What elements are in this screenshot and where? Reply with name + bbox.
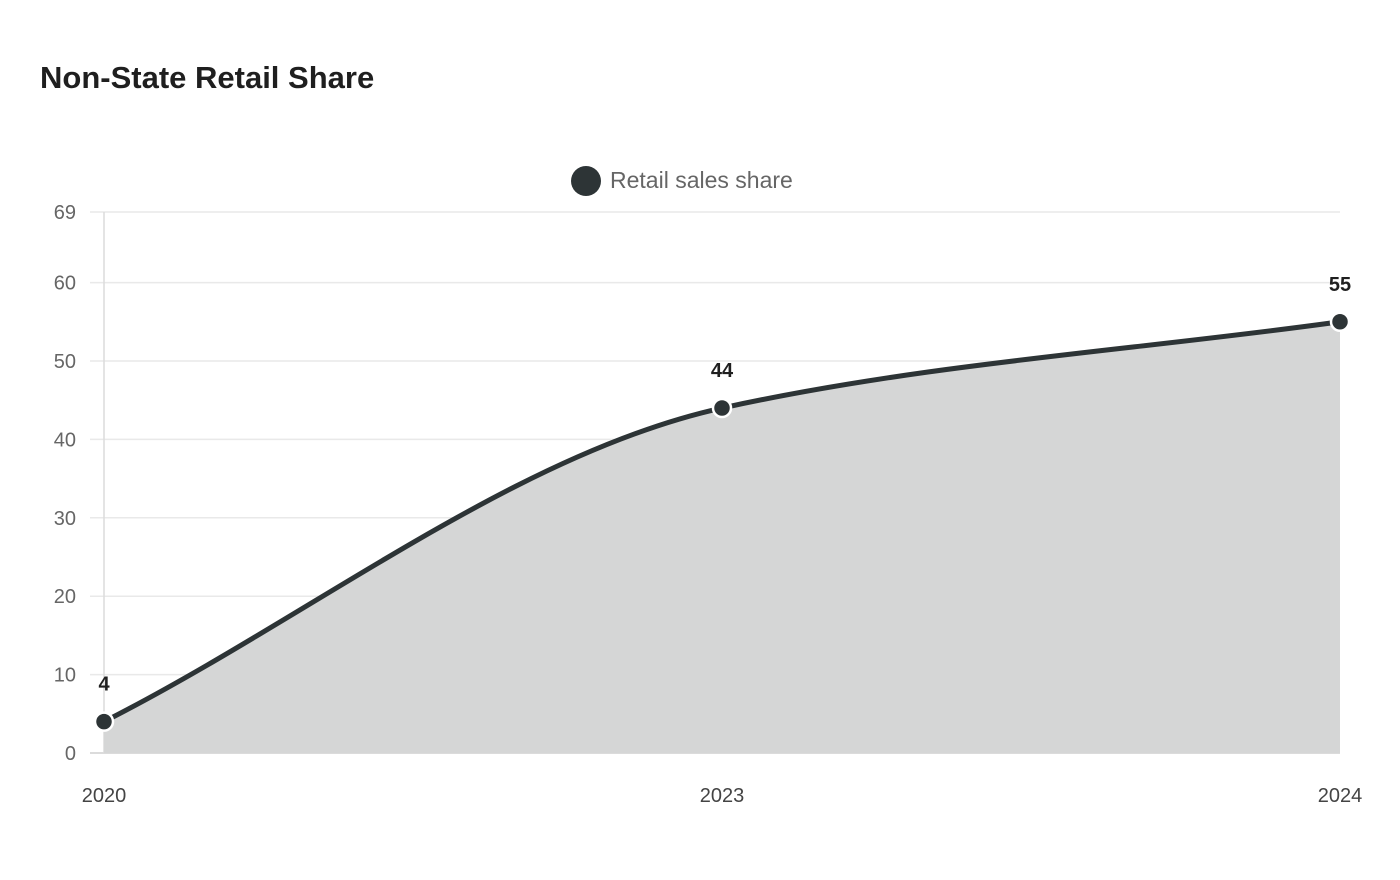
y-axis: 0 10 20 30 40 50 60 69 — [54, 202, 105, 765]
area-series — [101, 319, 1343, 753]
series-area-fill — [104, 321, 1340, 753]
y-tick-label: 10 — [54, 665, 76, 687]
legend-swatch-icon — [571, 166, 601, 196]
y-tick-label: 20 — [54, 586, 76, 608]
legend-label: Retail sales share — [610, 167, 793, 193]
y-tick-label: 60 — [54, 273, 76, 295]
data-label: 44 — [711, 360, 734, 382]
legend[interactable]: Retail sales share — [571, 166, 793, 196]
data-label: 4 — [98, 674, 110, 696]
data-point[interactable] — [1329, 311, 1351, 333]
x-tick-label: 2020 — [82, 785, 127, 807]
y-tick-label: 30 — [54, 508, 76, 530]
x-axis: 2020 2023 2024 — [82, 785, 1363, 807]
y-tick-label: 40 — [54, 429, 76, 451]
data-label: 55 — [1329, 274, 1351, 296]
y-tick-label: 50 — [54, 351, 76, 373]
y-tick-label: 0 — [65, 743, 76, 765]
data-point[interactable] — [93, 711, 115, 732]
data-points — [93, 311, 1351, 732]
data-point[interactable] — [711, 397, 733, 419]
x-tick-label: 2024 — [1318, 785, 1363, 807]
chart-title: Non-State Retail Share — [40, 60, 375, 95]
x-tick-label: 2023 — [700, 785, 745, 807]
y-tick-label: 69 — [54, 202, 76, 224]
